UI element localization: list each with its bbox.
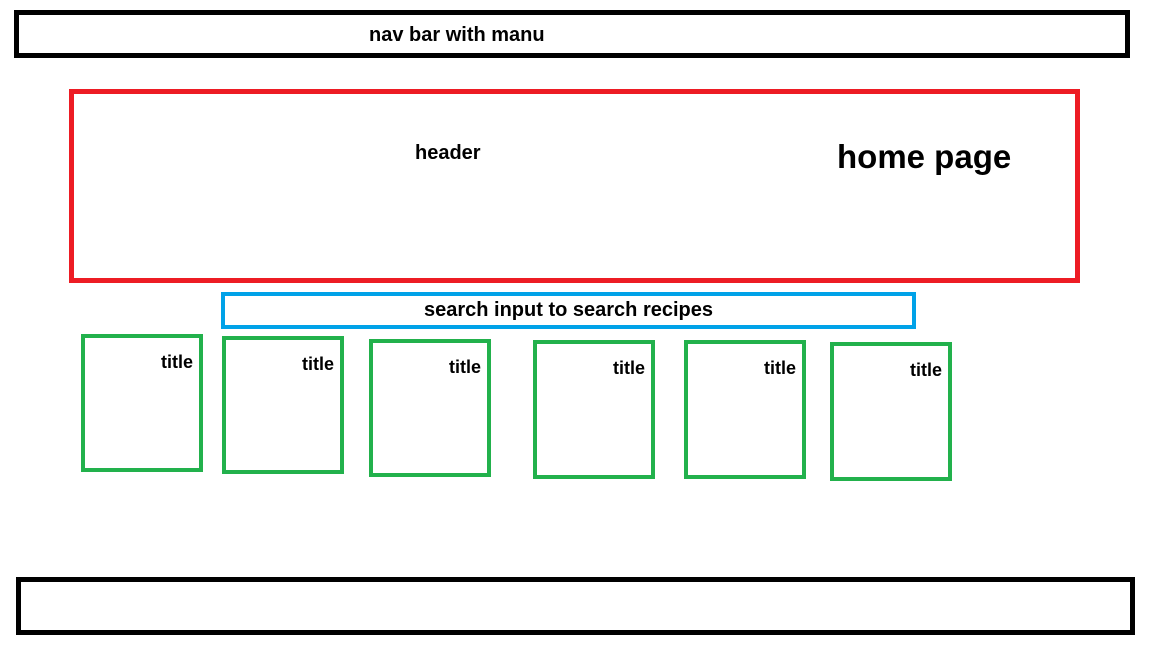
- header-label: header: [415, 142, 481, 164]
- recipe-card[interactable]: title: [533, 340, 655, 479]
- header: header home page: [69, 89, 1080, 283]
- recipe-card[interactable]: title: [222, 336, 344, 474]
- recipe-card-title: title: [301, 354, 334, 374]
- recipe-card-title: title: [160, 352, 193, 372]
- recipe-card[interactable]: title: [369, 339, 491, 477]
- recipe-card[interactable]: title: [830, 342, 952, 481]
- footer: [16, 577, 1135, 635]
- nav-bar[interactable]: nav bar with manu: [14, 10, 1130, 58]
- recipe-card[interactable]: title: [684, 340, 806, 479]
- recipe-card-title: title: [448, 357, 481, 377]
- recipe-card-title: title: [909, 360, 942, 380]
- nav-bar-label: nav bar with manu: [369, 24, 545, 46]
- recipe-card-title: title: [763, 358, 796, 378]
- recipe-card[interactable]: title: [81, 334, 203, 472]
- page-title: home page: [837, 138, 1012, 175]
- search-input[interactable]: [221, 292, 916, 329]
- recipe-card-title: title: [612, 358, 645, 378]
